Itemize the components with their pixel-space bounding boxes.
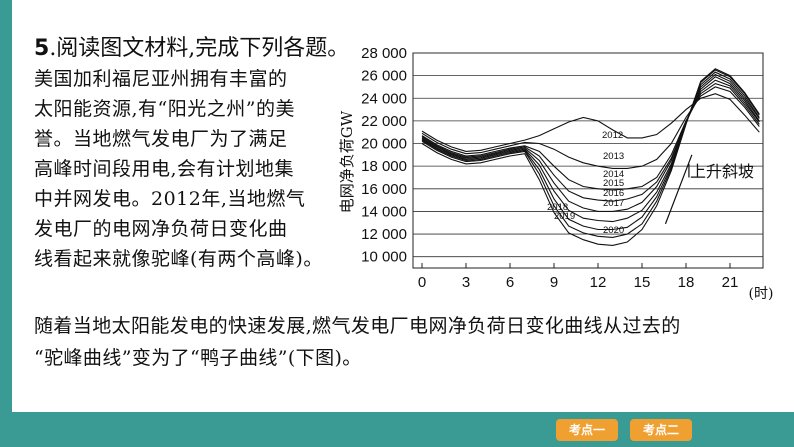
series-label-2014: 2014 <box>603 169 624 180</box>
left-accent-bar <box>0 0 12 447</box>
x-tick-label: 9 <box>550 274 558 291</box>
series-label-2019: 2019 <box>554 211 575 222</box>
y-axis-label: 电网净负荷GW <box>338 110 356 213</box>
series-label-2018: 2018 <box>547 202 568 213</box>
paragraph-line: 中并网发电。2012年,当地燃气 <box>34 188 306 210</box>
nav-button-label: 考点一 <box>568 423 605 437</box>
x-tick-label: 12 <box>590 274 607 291</box>
series-line-2014 <box>421 82 760 191</box>
ramp-arrow-line <box>664 154 693 225</box>
paragraph-line: 美国加利福尼亚州拥有丰富的 <box>34 68 288 90</box>
series-line-2012 <box>421 93 760 152</box>
nav-button-label: 考点二 <box>642 423 679 437</box>
x-tick-label: 6 <box>506 274 514 291</box>
y-tick-label: 22 000 <box>361 113 407 130</box>
series-line-2017 <box>421 73 760 223</box>
x-tick-label: 3 <box>462 274 470 291</box>
series-line-2018 <box>421 71 760 231</box>
x-axis-label: (时) <box>749 286 774 302</box>
nav-button-kaodian-1[interactable]: 考点一 <box>556 419 618 441</box>
series-line-2015 <box>421 79 760 202</box>
x-tick-label: 15 <box>634 274 651 291</box>
y-tick-label: 28 000 <box>361 45 407 62</box>
series-label-2015: 2015 <box>603 178 624 189</box>
y-tick-label: 24 000 <box>361 90 407 107</box>
y-tick-label: 16 000 <box>361 181 407 198</box>
paragraph-line: 誉。当地燃气发电厂为了满足 <box>34 128 288 150</box>
ramp-annotation: 上升斜坡 <box>690 162 754 181</box>
x-tick-label: 0 <box>418 274 426 291</box>
series-label-2013: 2013 <box>603 151 624 162</box>
series-label-2020: 2020 <box>603 225 624 236</box>
question-number: 5 <box>34 36 50 61</box>
question-intro: .阅读图文材料,完成下列各题。 <box>49 36 350 61</box>
series-line-2019 <box>421 69 760 238</box>
material-paragraph: 美国加利福尼亚州拥有丰富的 太阳能资源,有“阳光之州”的美 誉。当地燃气发电厂为… <box>34 64 354 274</box>
nav-button-kaodian-2[interactable]: 考点二 <box>630 419 692 441</box>
paragraph-line: 太阳能资源,有“阳光之州”的美 <box>34 98 295 120</box>
y-tick-label: 26 000 <box>361 68 407 85</box>
series-label-2017: 2017 <box>603 198 624 209</box>
y-tick-label: 10 000 <box>361 249 407 266</box>
x-tick-label: 18 <box>678 274 695 291</box>
paragraph-line: 高峰时间段用电,会有计划地集 <box>34 158 295 180</box>
series-label-2012: 2012 <box>602 130 623 141</box>
paragraph-line: 线看起来就像驼峰(有两个高峰)。 <box>34 248 323 270</box>
bottom-paragraph: 随着当地太阳能发电的快速发展,燃气发电厂电网净负荷日变化曲线从过去的 “驼峰曲线… <box>34 310 681 374</box>
question-title: 5.阅读图文材料,完成下列各题。 <box>34 30 349 62</box>
x-tick-label: 21 <box>722 274 739 291</box>
y-tick-label: 12 000 <box>361 226 407 243</box>
bottom-line: “驼峰曲线”变为了“鸭子曲线”(下图)。 <box>34 347 362 369</box>
series-line-2020 <box>421 68 760 246</box>
y-tick-label: 14 000 <box>361 203 407 220</box>
y-tick-label: 20 000 <box>361 136 407 153</box>
paragraph-line: 发电厂的电网净负荷日变化曲 <box>34 218 288 240</box>
y-tick-label: 18 000 <box>361 158 407 175</box>
series-line-2016 <box>421 76 760 212</box>
bottom-line: 随着当地太阳能发电的快速发展,燃气发电厂电网净负荷日变化曲线从过去的 <box>34 315 681 337</box>
series-label-2016: 2016 <box>603 188 624 199</box>
series-line-2013 <box>421 86 760 169</box>
